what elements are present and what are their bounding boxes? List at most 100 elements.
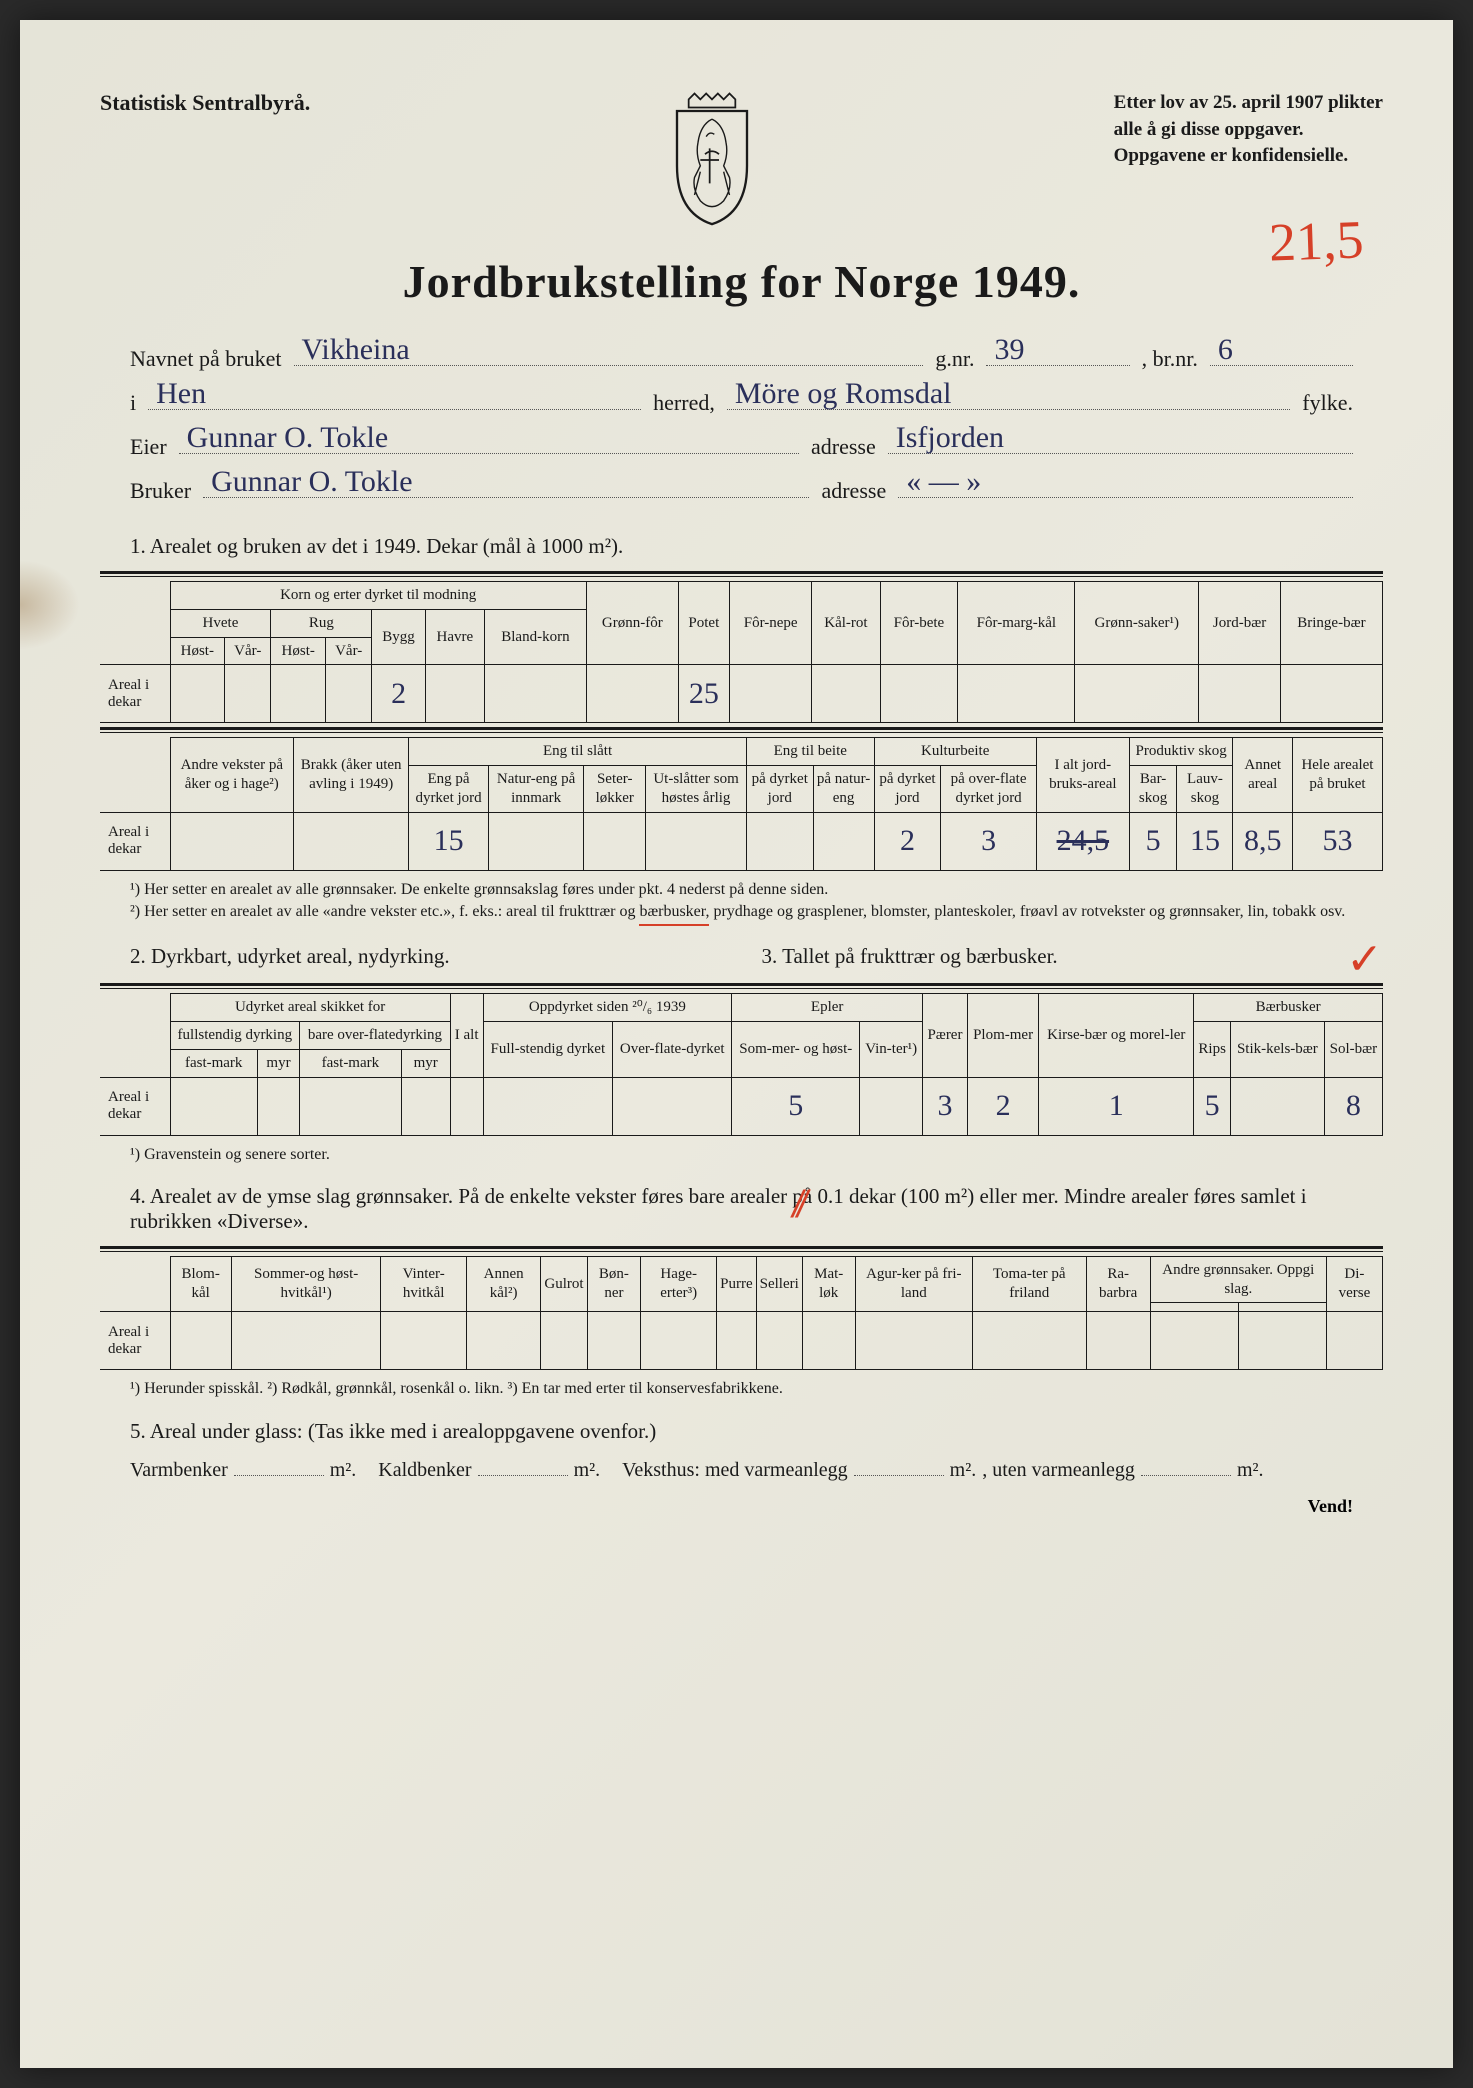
th-bringebaer: Bringe-bær (1280, 582, 1382, 665)
th-andre-gronnsaker: Andre grønnsaker. Oppgi slag. (1150, 1256, 1326, 1303)
section-1-heading: 1. Arealet og bruken av det i 1949. Deka… (130, 534, 1353, 559)
table-4: Blom-kål Sommer-og høst-hvitkål¹) Vinter… (100, 1256, 1383, 1371)
red-checkmark-icon: ✓ (1346, 934, 1383, 985)
th-solbaer: Sol-bær (1324, 1022, 1382, 1078)
th-havre: Havre (425, 609, 484, 665)
norwegian-crest-icon (652, 90, 772, 230)
th-oppdyrket: Oppdyrket siden ²⁰/₆ 1939 (483, 994, 732, 1022)
th-blomkal: Blom-kål (170, 1256, 231, 1312)
section-5-heading: 5. Areal under glass: (Tas ikke med i ar… (130, 1419, 1353, 1444)
cell-eng: 15 (409, 812, 489, 870)
th-epler-sommer: Som-mer- og høst- (732, 1022, 860, 1078)
th-epler-vinter: Vin-ter¹) (860, 1022, 923, 1078)
field-user-addr: « — » (906, 465, 981, 499)
th-blandkorn: Bland-korn (484, 609, 586, 665)
th-jordbaer: Jord-bær (1199, 582, 1281, 665)
th-kb-overflate: på over-flate dyrket jord (941, 766, 1037, 813)
law-line-1: Etter lov av 25. april 1907 plikter (1114, 90, 1383, 117)
fn-2: ²) Her setter en arealet av alle «andre … (130, 901, 1353, 926)
th-kirse: Kirse-bær og morel-ler (1039, 994, 1194, 1077)
cell-kirse: 1 (1039, 1077, 1194, 1135)
th-stikkels: Stik-kels-bær (1231, 1022, 1325, 1078)
label-varmbenker: Varmbenker (130, 1459, 228, 1482)
th-rips: Rips (1194, 1022, 1231, 1078)
th-bareover: bare over-flatedyrking (300, 1022, 451, 1050)
unit-m2-4: m². (1237, 1459, 1264, 1482)
label-herred: herred, (653, 390, 715, 416)
th-udyrket: Udyrket areal skikket for (170, 994, 450, 1022)
th-bare-fast: fast-mark (300, 1049, 402, 1077)
th-gronnsaker: Grønn-saker¹) (1075, 582, 1199, 665)
field-user: Gunnar O. Tokle (211, 465, 412, 499)
th-selleri: Selleri (756, 1256, 802, 1312)
rule-1b (100, 727, 1383, 733)
table-1b: Andre vekster på åker og i hage²) Brakk … (100, 737, 1383, 870)
s4-heading-a: 4. Arealet av de ymse slag grønnsaker. P… (130, 1184, 787, 1208)
rule-1a (100, 571, 1383, 577)
unit-m2-2: m². (574, 1459, 601, 1482)
th-barskog: Bar-skog (1129, 766, 1177, 813)
legal-notice: Etter lov av 25. april 1907 plikter alle… (1114, 90, 1383, 170)
th-purre: Purre (717, 1256, 757, 1312)
th-eng-dyrket: Eng på dyrket jord (409, 766, 489, 813)
label-kaldbenker: Kaldbenker (378, 1459, 471, 1482)
th-full-fast: fast-mark (170, 1049, 257, 1077)
th-epler: Epler (732, 994, 923, 1022)
unit-m2-1: m². (330, 1459, 357, 1482)
th-seterlokker: Seter-løkker (584, 766, 646, 813)
field-herred: Möre og Romsdal (735, 377, 952, 411)
red-slash-annotation: // (792, 1184, 801, 1227)
paper-stain (20, 560, 80, 650)
th-beite-natur: på natur-eng (813, 766, 874, 813)
law-line-3: Oppgavene er konfidensielle. (1114, 143, 1383, 170)
th-annenkal: Annen kål²) (466, 1256, 541, 1312)
th-baerbusker: Bærbusker (1194, 994, 1383, 1022)
field-brnr: 6 (1218, 333, 1233, 367)
cell-bygg: 2 (372, 665, 426, 723)
label-adresse-bruker: adresse (821, 478, 886, 504)
field-owner: Gunnar O. Tokle (187, 421, 388, 455)
cell-kb1: 2 (874, 812, 941, 870)
th-opp-over: Over-flate-dyrket (613, 1022, 732, 1078)
th-rug-host: Høst- (271, 637, 326, 665)
th-bonner: Bøn-ner (587, 1256, 641, 1312)
farm-info-block: Navnet på bruket Vikheina g.nr. 39 , br.… (130, 338, 1353, 504)
th-opp-full: Full-stendig dyrket (483, 1022, 613, 1078)
th-hageerter: Hage-erter³) (641, 1256, 717, 1312)
th-bygg: Bygg (372, 609, 426, 665)
field-gnr: 39 (994, 333, 1024, 367)
table-2-3: Udyrket areal skikket for I alt Oppdyrke… (100, 993, 1383, 1135)
th-paerer: Pærer (923, 994, 968, 1077)
th-gronnfor: Grønn-fôr (586, 582, 678, 665)
cell-plommer: 2 (967, 1077, 1038, 1135)
cell-solbaer: 8 (1324, 1077, 1382, 1135)
th-bare-myr: myr (401, 1049, 450, 1077)
header-row: Statistisk Sentralbyrå. Etter lov av 25.… (100, 90, 1383, 230)
th-engslatt: Eng til slått (409, 738, 747, 766)
label-gnr: g.nr. (935, 346, 974, 372)
th-kalrot: Kål-rot (812, 582, 880, 665)
th-plommer: Plom-mer (967, 994, 1038, 1077)
th-ialt: I alt jord-bruks-areal (1036, 738, 1129, 812)
cell-ialt: 24,5 (1036, 812, 1129, 870)
document-page: Statistisk Sentralbyrå. Etter lov av 25.… (20, 20, 1453, 2068)
cell-rips: 5 (1194, 1077, 1231, 1135)
th-forbete: Fôr-bete (880, 582, 958, 665)
cell-potet: 25 (678, 665, 729, 723)
rowlabel-1a: Areal i dekar (100, 665, 170, 723)
rule-23 (100, 983, 1383, 989)
th-full-myr: myr (257, 1049, 299, 1077)
rowlabel-4: Areal i dekar (100, 1312, 170, 1370)
th-matlok: Mat-løk (802, 1256, 855, 1312)
th-sommerhvitkal: Sommer-og høst-hvitkål¹) (231, 1256, 381, 1312)
section-3-footnote: ¹) Gravenstein og senere sorter. (130, 1144, 1353, 1166)
section-4-heading: 4. Arealet av de ymse slag grønnsaker. P… (130, 1184, 1353, 1234)
field-district: Hen (156, 377, 206, 411)
turn-page-label: Vend! (100, 1496, 1353, 1517)
th-hele: Hele arealet på bruket (1292, 738, 1382, 812)
label-navnet: Navnet på bruket (130, 346, 282, 372)
th-korn-group: Korn og erter dyrket til modning (170, 582, 586, 610)
cell-epler-sommer: 5 (732, 1077, 860, 1135)
document-title: Jordbrukstelling for Norge 1949. (100, 255, 1383, 308)
th-andre-1 (1150, 1303, 1238, 1312)
